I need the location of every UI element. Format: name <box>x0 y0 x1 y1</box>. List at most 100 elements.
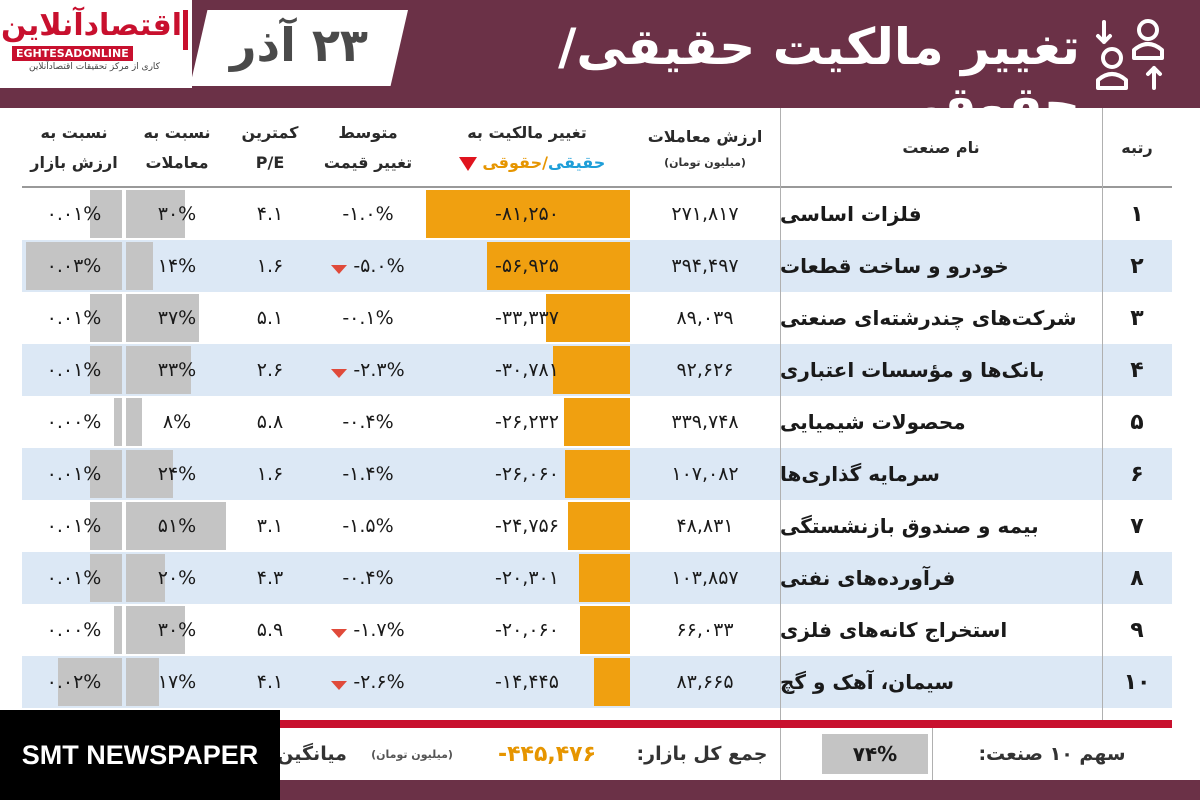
triangle-down-icon <box>331 264 348 274</box>
table-row: ۱۰ سیمان، آهک و گچ ۸۳,۶۶۵ -۱۴,۴۴۵ -۲.۶% ۴.۱ ۱۷… <box>22 656 1172 708</box>
ownership-change-value: -۲۰,۳۰۱ <box>495 567 559 589</box>
price-change-cell: -۰.۱% <box>312 292 424 344</box>
watermark: SMT NEWSPAPER <box>0 710 280 800</box>
rank-cell: ۴ <box>1102 344 1172 396</box>
trade-value: ۲۷۱,۸۱۷ <box>671 203 739 225</box>
person-transfer-icon <box>1096 19 1164 90</box>
ownership-change-cell: -۱۴,۴۴۵ <box>424 656 630 708</box>
price-change-cell: -۵.۰% <box>312 240 424 292</box>
min-pe-cell: ۳.۱ <box>228 500 312 552</box>
ratio-market-value: ۰.۰۱% <box>46 463 102 485</box>
min-pe-value: ۲.۶ <box>256 359 284 381</box>
share-label: سهم ۱۰ صنعت: <box>978 743 1126 765</box>
trade-value-cell: ۳۳۹,۷۴۸ <box>630 396 780 448</box>
col-head-ratio-market: نسبت به ارزش بازار <box>22 108 126 188</box>
ratio-trades-value: ۳۰% <box>157 203 197 225</box>
price-change-cell: -۱.۵% <box>312 500 424 552</box>
min-pe-value: ۵.۸ <box>256 411 284 433</box>
rank-cell: ۹ <box>1102 604 1172 656</box>
industry-name: استخراج کانه‌های فلزی <box>780 618 1008 642</box>
trade-value-cell: ۸۹,۰۳۹ <box>630 292 780 344</box>
rank-cell: ۲ <box>1102 240 1172 292</box>
col-head-min-pe: کمترین P/E <box>228 108 312 188</box>
price-change-value: -۲.۶% <box>353 671 405 693</box>
trade-value-cell: ۹۲,۶۲۶ <box>630 344 780 396</box>
ownership-change-value: -۱۴,۴۴۵ <box>495 671 559 693</box>
min-pe-value: ۴.۱ <box>256 203 284 225</box>
price-change-value: -۱.۰% <box>342 203 394 225</box>
ratio-trades-bar <box>126 502 226 550</box>
ratio-market-bar <box>58 658 122 706</box>
min-pe-cell: ۵.۸ <box>228 396 312 448</box>
min-pe-cell: ۴.۱ <box>228 656 312 708</box>
price-change-value: -۰.۴% <box>342 567 394 589</box>
col-head-trade-value: ارزش معاملات (میلیون تومان) <box>630 108 780 188</box>
ratio-trades-value: ۲۴% <box>157 463 197 485</box>
footer-separator <box>22 720 1172 728</box>
rank-cell: ۸ <box>1102 552 1172 604</box>
col-head-trade-value-unit: (میلیون تومان) <box>664 155 746 169</box>
rank-cell: ۱ <box>1102 188 1172 240</box>
ratio-trades-cell: ۳۷% <box>126 292 228 344</box>
ownership-change-bar <box>487 242 630 290</box>
ownership-change-bar <box>553 346 630 394</box>
ratio-market-cell: ۰.۰۱% <box>22 188 126 240</box>
min-pe-cell: ۴.۳ <box>228 552 312 604</box>
col-head-trade-value-label: ارزش معاملات <box>647 127 763 147</box>
ratio-market-value: ۰.۰۱% <box>46 515 102 537</box>
col-head-ratio-trades-line1: نسبت به <box>143 122 211 142</box>
ratio-market-bar <box>90 190 122 238</box>
table-row: ۹ استخراج کانه‌های فلزی ۶۶,۰۳۳ -۲۰,۰۶۰ -۱.۷%… <box>22 604 1172 656</box>
ownership-change-cell: -۲۴,۷۵۶ <box>424 500 630 552</box>
average-label: میانگین <box>277 743 347 765</box>
ownership-change-cell: -۳۳,۳۳۷ <box>424 292 630 344</box>
ratio-market-cell: ۰.۰۰% <box>22 604 126 656</box>
industry-cell: بیمه و صندوق بازنشستگی <box>780 500 1102 552</box>
ratio-market-value: ۰.۰۰% <box>46 411 102 433</box>
ratio-trades-cell: ۲۰% <box>126 552 228 604</box>
industry-cell: استخراج کانه‌های فلزی <box>780 604 1102 656</box>
ownership-change-value: -۲۶,۲۳۲ <box>495 411 559 433</box>
ownership-change-cell: -۲۶,۲۳۲ <box>424 396 630 448</box>
price-change-cell: -۰.۴% <box>312 552 424 604</box>
logo-tagline: کاری از مرکز تحقیقات اقتصادآنلاین <box>29 62 160 72</box>
ratio-trades-value: ۲۰% <box>157 567 197 589</box>
bottom-strip <box>0 780 1200 800</box>
ratio-trades-bar <box>126 658 159 706</box>
price-change-cell: -۱.۷% <box>312 604 424 656</box>
ratio-market-value: ۰.۰۰% <box>46 619 102 641</box>
ownership-change-value: -۸۱,۲۵۰ <box>495 203 559 225</box>
rank-value: ۶ <box>1130 461 1144 487</box>
footer-divider <box>780 728 781 780</box>
logo-bar <box>183 10 188 50</box>
industry-name: فرآورده‌های نفتی <box>780 566 956 590</box>
trade-value-cell: ۱۰۷,۰۸۲ <box>630 448 780 500</box>
rank-value: ۲ <box>1130 253 1144 279</box>
ownership-change-value: -۵۶,۹۲۵ <box>495 255 559 277</box>
price-change-value: -۰.۱% <box>342 307 394 329</box>
ratio-trades-bar <box>126 398 142 446</box>
rank-value: ۷ <box>1130 513 1144 539</box>
min-pe-cell: ۴.۱ <box>228 188 312 240</box>
ownership-change-bar <box>426 190 630 238</box>
rank-value: ۱ <box>1130 201 1144 227</box>
table-row: ۲ خودرو و ساخت قطعات ۳۹۴,۴۹۷ -۵۶,۹۲۵ -۵.۰% ۱.… <box>22 240 1172 292</box>
header-banner: اقتصادآنلاین EGHTESADONLINE کاری از مرکز… <box>0 0 1200 134</box>
ratio-trades-value: ۵۱% <box>157 515 197 537</box>
trade-value-cell: ۴۸,۸۳۱ <box>630 500 780 552</box>
ratio-trades-value: ۱۴% <box>157 255 197 277</box>
col-head-ratio-market-line1: نسبت به <box>40 122 108 142</box>
ownership-change-value: -۲۴,۷۵۶ <box>495 515 559 537</box>
trade-value: ۱۰۷,۰۸۲ <box>671 463 739 485</box>
industry-cell: بانک‌ها و مؤسسات اعتباری <box>780 344 1102 396</box>
min-pe-value: ۱.۶ <box>256 463 284 485</box>
industry-cell: سرمایه گذاری‌ها <box>780 448 1102 500</box>
ratio-trades-bar <box>126 190 185 238</box>
col-head-rank-label: رتبه <box>1121 137 1153 157</box>
ratio-market-bar <box>90 554 122 602</box>
col-head-avg-line1: متوسط <box>338 122 398 142</box>
col-head-legal-label: حقوقی <box>482 153 543 172</box>
col-head-ratio-trades: نسبت به معاملات <box>126 108 228 188</box>
ownership-change-bar <box>580 606 630 654</box>
ratio-market-cell: ۰.۰۲% <box>22 656 126 708</box>
